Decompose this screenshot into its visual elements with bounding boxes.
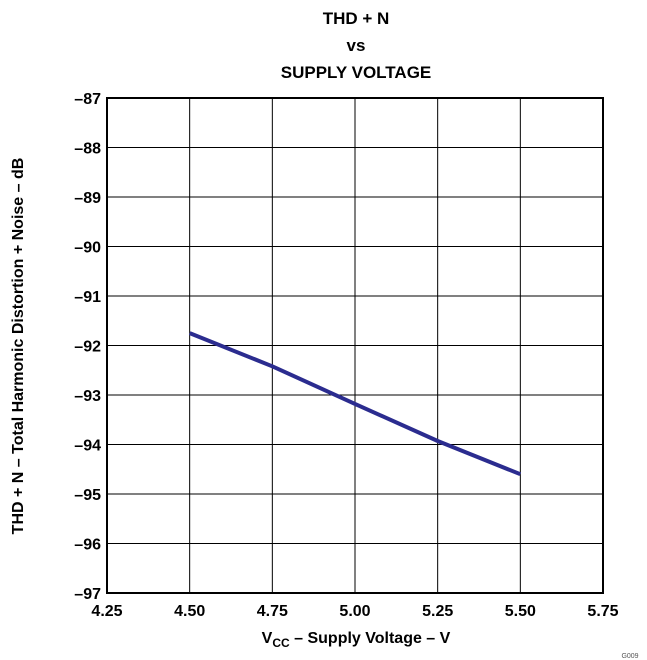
series-line [188, 331, 522, 477]
title-line-3: SUPPLY VOLTAGE [281, 63, 432, 82]
y-tick-label: –94 [74, 438, 101, 455]
y-tick-label: –89 [74, 190, 101, 207]
y-tick-label: –87 [74, 91, 101, 108]
title-line-1: THD + N [323, 9, 390, 28]
y-tick-label: –92 [74, 339, 101, 356]
x-tick-label: 4.75 [257, 603, 288, 620]
x-axis-label-subscript: CC [272, 636, 290, 650]
y-tick-label: –93 [74, 388, 101, 405]
grid [106, 97, 604, 594]
series-layer [188, 331, 522, 477]
x-tick-label: 4.50 [174, 603, 205, 620]
y-tick-label: –91 [74, 289, 101, 306]
y-tick-label: –88 [74, 141, 101, 158]
title-line-2: vs [347, 36, 366, 55]
x-tick-label: 4.25 [91, 603, 122, 620]
y-tick-labels: –87 –88 –89 –90 –91 –92 –93 –94 –95 –96 –97 [74, 91, 101, 603]
y-axis-label: THD + N – Total Harmonic Distortion + No… [10, 158, 27, 535]
x-tick-label: 5.50 [505, 603, 536, 620]
x-axis-label: VCC – Supply Voltage – V [262, 630, 451, 650]
y-tick-label: –96 [74, 537, 101, 554]
x-axis-label-suffix: – Supply Voltage – V [290, 630, 451, 647]
x-tick-label: 5.75 [587, 603, 618, 620]
chart-title: THD + N vs SUPPLY VOLTAGE [281, 9, 432, 82]
x-tick-label: 5.00 [339, 603, 370, 620]
plot-frame [106, 97, 604, 594]
y-tick-label: –90 [74, 240, 101, 257]
figure-id: G009 [621, 653, 638, 660]
x-axis-label-prefix: V [262, 630, 273, 647]
x-tick-label: 5.25 [422, 603, 453, 620]
y-tick-label: –97 [74, 586, 101, 603]
y-tick-label: –95 [74, 487, 101, 504]
x-tick-labels: 4.25 4.50 4.75 5.00 5.25 5.50 5.75 [91, 603, 618, 620]
